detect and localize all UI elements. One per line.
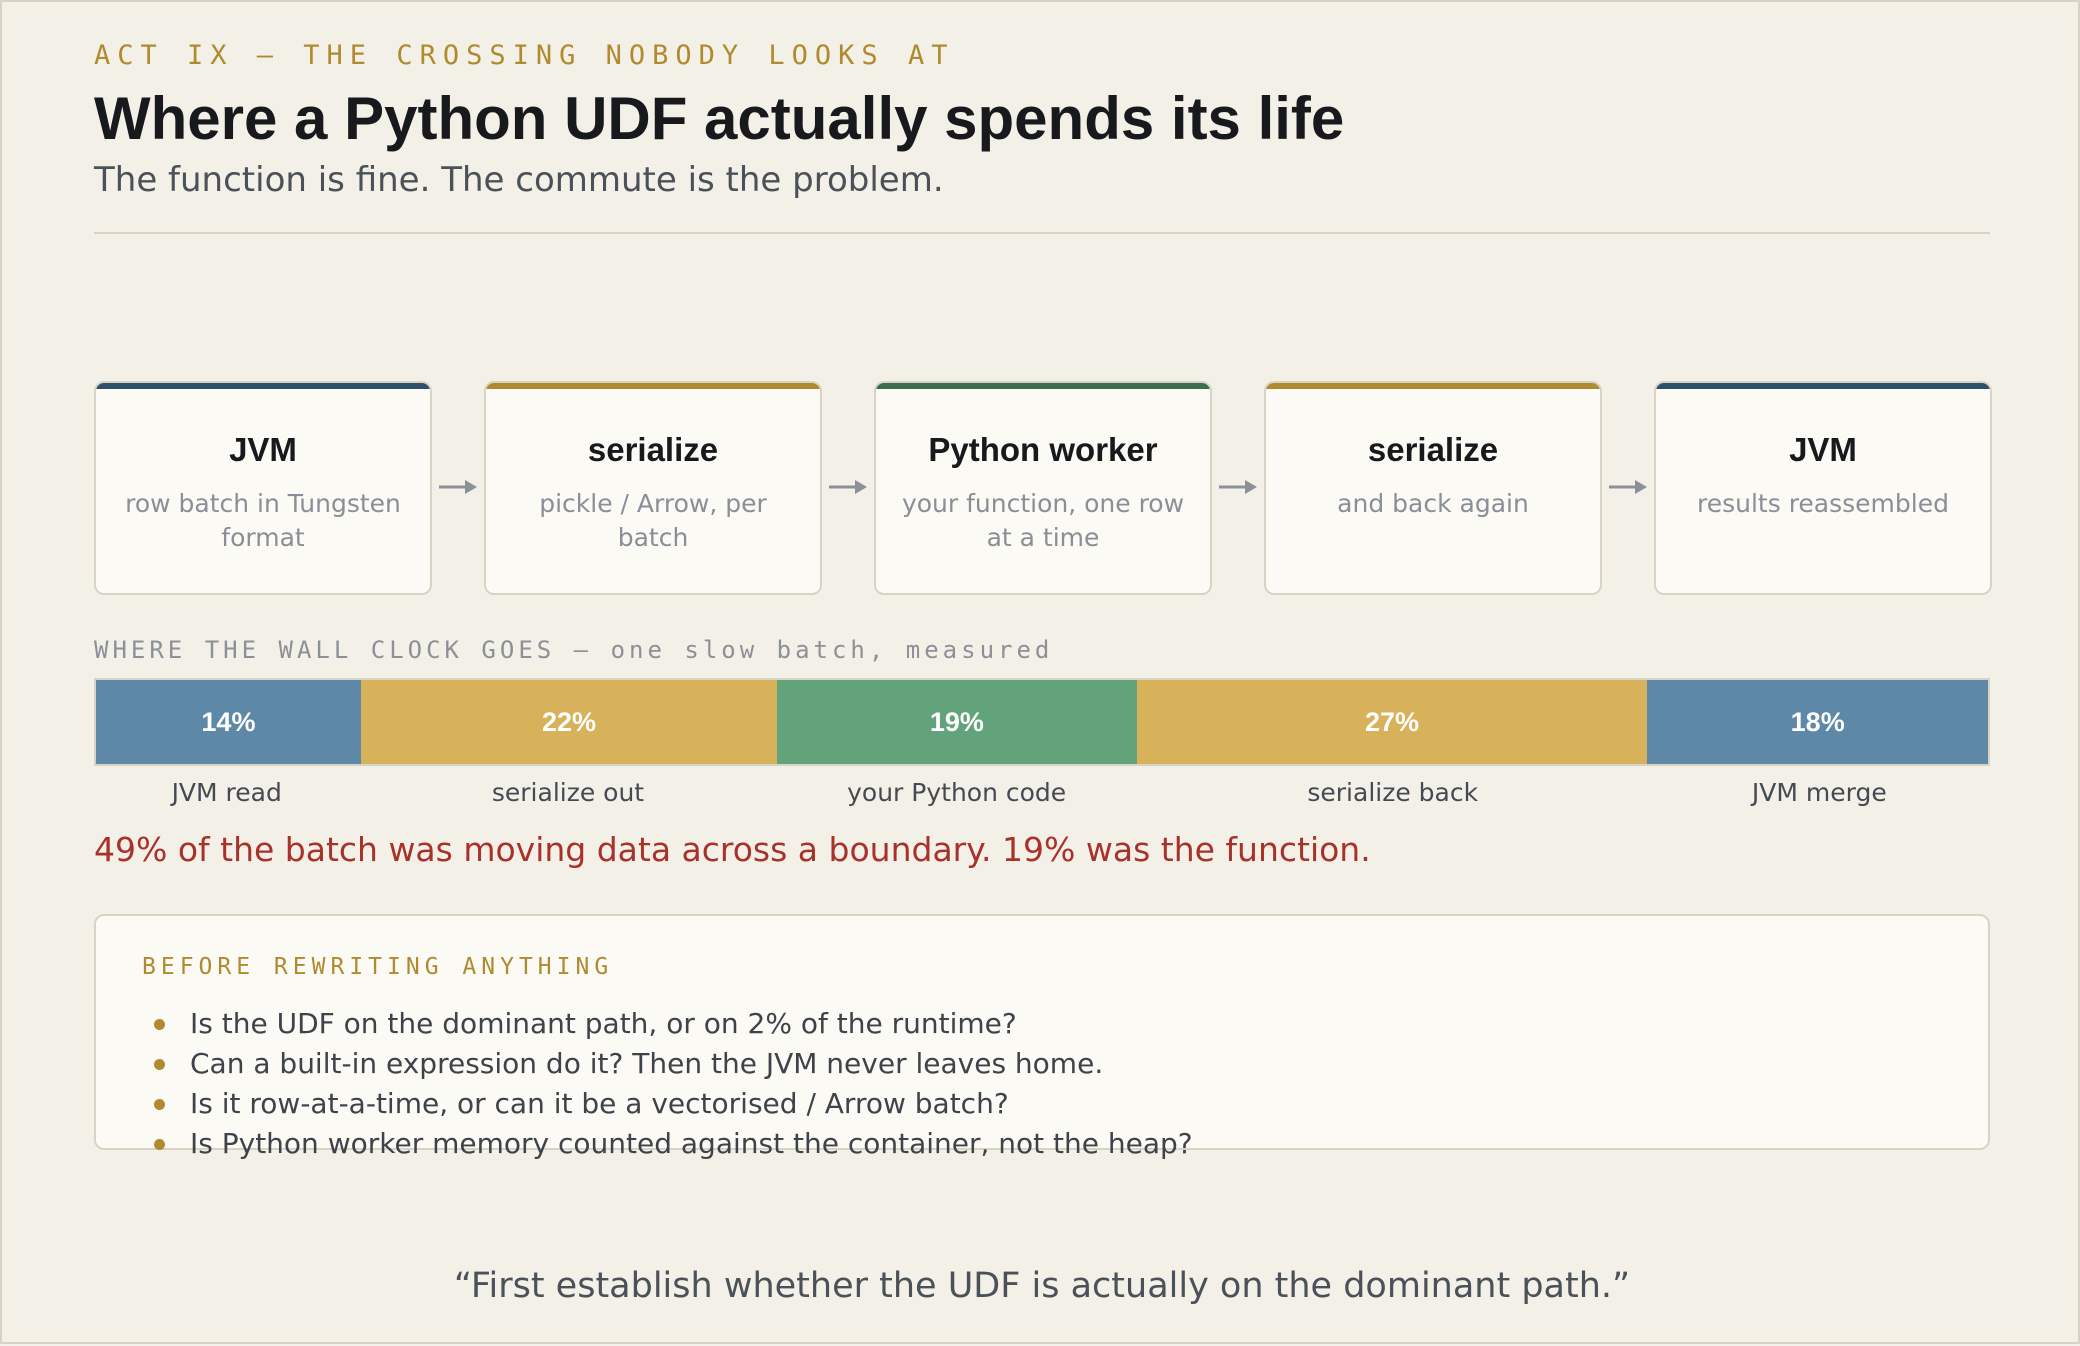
wall-clock-segment-labels: JVM read serialize out your Python code ser… [94,778,1990,814]
arrow-right-icon [1219,480,1257,494]
checklist-item-text: Is the UDF on the dominant path, or on 2… [190,1007,1017,1040]
checklist-item: Is Python worker memory counted against … [142,1124,1193,1164]
time-segment-label: your Python code [847,778,1067,807]
time-segment: 18% [1647,680,1988,764]
time-segment: 14% [96,680,361,764]
arrow-right-icon [439,480,477,494]
closing-quote: “First establish whether the UDF is actu… [453,1266,1631,1306]
time-segment-label: JVM merge [1751,778,1887,807]
stage-accent-bar [1656,383,1990,389]
stage-description: pickle / Arrow, per batch [539,489,767,552]
stage-description: results reassembled [1697,489,1949,518]
checklist-item-text: Is it row-at-a-time, or can it be a vect… [190,1087,1009,1120]
bullet-icon [154,1019,165,1030]
time-segment: 22% [360,680,778,764]
time-segment-label: serialize back [1307,778,1479,807]
stage-accent-bar [96,383,430,389]
time-segment: 19% [777,680,1137,764]
time-segment-label: serialize out [491,778,645,807]
stage-description: and back again [1337,489,1529,518]
page-subtitle: The function is fine. The commute is the… [94,160,944,200]
checklist-title: BEFORE REWRITING ANYTHING [142,954,614,980]
checklist-items: Is the UDF on the dominant path, or on 2… [142,1004,1193,1164]
stage-name: JVM [229,431,297,468]
checklist-item-text: Is Python worker memory counted against … [190,1127,1193,1160]
pipeline-stage: JVM results reassembled [1654,381,1992,595]
wall-clock-label: WHERE THE WALL CLOCK GOES — one slow bat… [94,636,1054,664]
bullet-icon [154,1059,165,1070]
checklist-item: Can a built-in expression do it? Then th… [142,1044,1193,1084]
stage-name: JVM [1789,431,1857,468]
stage-name: serialize [587,431,719,468]
pipeline-stage: serialize and back again [1264,381,1602,595]
pipeline-stage: JVM row batch in Tungsten format [94,381,432,595]
checklist-item-text: Can a built-in expression do it? Then th… [190,1047,1104,1080]
wall-clock-bar: 14% 22% 19% 27% 18% [94,678,1990,766]
checklist-item: Is it row-at-a-time, or can it be a vect… [142,1084,1193,1124]
bullet-icon [154,1139,165,1150]
stage-name: Python worker [928,431,1158,468]
bullet-icon [154,1099,165,1110]
time-segment-label: JVM read [171,778,282,807]
stage-name: serialize [1367,431,1499,468]
header-divider [94,232,1990,234]
stage-description: row batch in Tungsten format [125,489,401,552]
checklist-item: Is the UDF on the dominant path, or on 2… [142,1004,1193,1044]
arrow-right-icon [1609,480,1647,494]
pipeline-stage: serialize pickle / Arrow, per batch [484,381,822,595]
arrow-right-icon [829,480,867,494]
stage-accent-bar [876,383,1210,389]
pipeline-diagram: JVM row batch in Tungsten format serialize… [94,381,1992,599]
act-kicker: ACT IX — THE CROSSING NOBODY LOOKS AT [94,40,955,71]
page-title: Where a Python UDF actually spends its l… [94,85,1345,152]
time-segment: 27% [1136,680,1648,764]
pipeline-stage: Python worker your function, one row at a… [874,381,1212,595]
boundary-callout: 49% of the batch was moving data across … [94,830,1371,869]
slide: ACT IX — THE CROSSING NOBODY LOOKS AT Wh… [94,2,1992,1346]
stage-accent-bar [486,383,820,389]
stage-description: your function, one row at a time [901,489,1185,552]
stage-accent-bar [1266,383,1600,389]
checklist-panel: BEFORE REWRITING ANYTHING Is the UDF on … [94,914,1990,1160]
